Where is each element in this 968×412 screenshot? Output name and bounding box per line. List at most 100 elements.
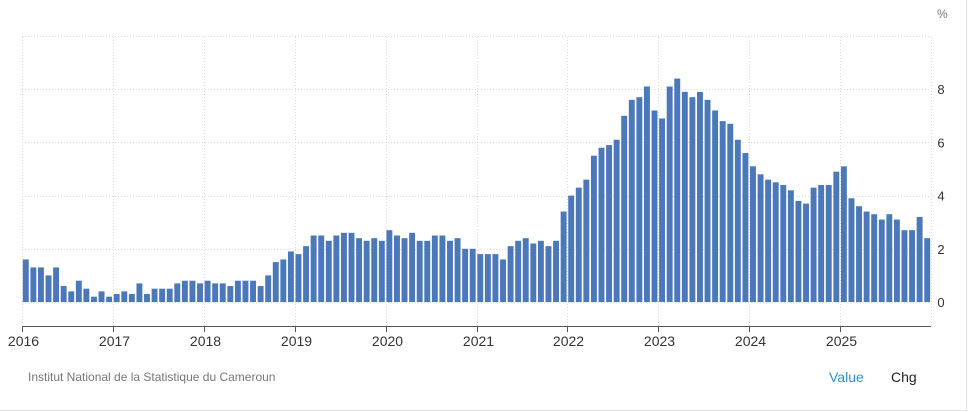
bar[interactable] <box>371 238 378 302</box>
bar[interactable] <box>840 166 847 302</box>
bar[interactable] <box>272 262 279 302</box>
bar[interactable] <box>871 214 878 302</box>
bar[interactable] <box>575 187 582 302</box>
bar[interactable] <box>704 99 711 302</box>
bar[interactable] <box>159 288 166 302</box>
bar[interactable] <box>757 174 764 302</box>
bar[interactable] <box>340 232 347 302</box>
bar[interactable] <box>287 251 294 302</box>
bar[interactable] <box>409 232 416 302</box>
bar[interactable] <box>810 187 817 302</box>
bar[interactable] <box>121 291 128 302</box>
bar[interactable] <box>613 139 620 302</box>
bar[interactable] <box>568 195 575 302</box>
bar[interactable] <box>719 121 726 303</box>
bar[interactable] <box>500 259 506 302</box>
bar[interactable] <box>189 280 196 302</box>
bar[interactable] <box>53 267 60 302</box>
bar[interactable] <box>151 288 158 302</box>
bar[interactable] <box>45 275 52 302</box>
bar[interactable] <box>833 171 840 302</box>
bar[interactable] <box>507 246 514 302</box>
bar[interactable] <box>515 240 522 302</box>
bar[interactable] <box>447 240 453 302</box>
bar[interactable] <box>30 267 37 302</box>
bar[interactable] <box>68 291 75 302</box>
bar[interactable] <box>386 230 393 302</box>
bar[interactable] <box>91 296 97 302</box>
bar[interactable] <box>333 235 340 303</box>
bar[interactable] <box>166 288 173 302</box>
bar[interactable] <box>477 254 484 302</box>
bar[interactable] <box>37 267 44 302</box>
bar[interactable] <box>75 280 82 302</box>
bar[interactable] <box>280 259 287 302</box>
bar[interactable] <box>303 246 310 302</box>
bar[interactable] <box>643 86 650 302</box>
bar[interactable] <box>659 118 666 303</box>
bar[interactable] <box>780 184 787 302</box>
bar[interactable] <box>22 259 29 302</box>
bar[interactable] <box>560 211 567 302</box>
bar[interactable] <box>348 232 355 302</box>
bar[interactable] <box>242 280 249 302</box>
bar[interactable] <box>803 203 809 302</box>
value-toggle[interactable]: Value <box>829 369 864 385</box>
bar[interactable] <box>886 214 893 302</box>
bar[interactable] <box>727 123 734 302</box>
bar[interactable] <box>863 211 870 302</box>
bar[interactable] <box>257 286 264 302</box>
bar[interactable] <box>765 179 772 302</box>
bar[interactable] <box>628 99 635 302</box>
bar[interactable] <box>250 280 256 302</box>
bar[interactable] <box>818 184 825 302</box>
bar[interactable] <box>750 166 756 302</box>
bar[interactable] <box>590 155 597 302</box>
bar[interactable] <box>916 216 923 302</box>
bar[interactable] <box>553 240 559 302</box>
bar[interactable] <box>878 219 885 302</box>
bar[interactable] <box>212 283 219 302</box>
bar[interactable] <box>787 190 794 302</box>
bar[interactable] <box>83 288 90 302</box>
bar[interactable] <box>537 240 544 302</box>
bar[interactable] <box>522 238 529 302</box>
bar[interactable] <box>181 280 188 302</box>
bar[interactable] <box>197 283 203 302</box>
bar[interactable] <box>598 147 605 302</box>
bar[interactable] <box>651 110 658 302</box>
bar[interactable] <box>681 91 688 302</box>
bar[interactable] <box>583 179 590 302</box>
bar[interactable] <box>484 254 491 302</box>
bar[interactable] <box>128 294 135 302</box>
bar[interactable] <box>204 280 211 302</box>
bar[interactable] <box>439 235 446 303</box>
bar[interactable] <box>689 97 696 303</box>
bar[interactable] <box>378 240 385 302</box>
bar[interactable] <box>893 219 900 302</box>
bar[interactable] <box>295 254 302 302</box>
bar[interactable] <box>848 198 855 302</box>
bar[interactable] <box>234 280 241 302</box>
bar[interactable] <box>318 235 325 303</box>
bar[interactable] <box>742 153 749 302</box>
bar[interactable] <box>424 240 431 302</box>
bar[interactable] <box>697 91 703 302</box>
change-toggle[interactable]: Chg <box>891 369 917 385</box>
bar[interactable] <box>795 200 802 302</box>
bar[interactable] <box>545 246 552 302</box>
bar[interactable] <box>416 240 423 302</box>
bar[interactable] <box>401 238 408 302</box>
bar[interactable] <box>310 235 317 303</box>
bar[interactable] <box>136 283 143 302</box>
bar[interactable] <box>227 286 234 302</box>
bar[interactable] <box>772 182 779 302</box>
bar[interactable] <box>60 286 67 302</box>
bar[interactable] <box>98 291 105 302</box>
bar[interactable] <box>356 238 363 302</box>
bar[interactable] <box>394 235 400 303</box>
bar[interactable] <box>325 240 332 302</box>
bar[interactable] <box>825 184 832 302</box>
bar[interactable] <box>734 139 741 302</box>
bar[interactable] <box>106 296 113 302</box>
